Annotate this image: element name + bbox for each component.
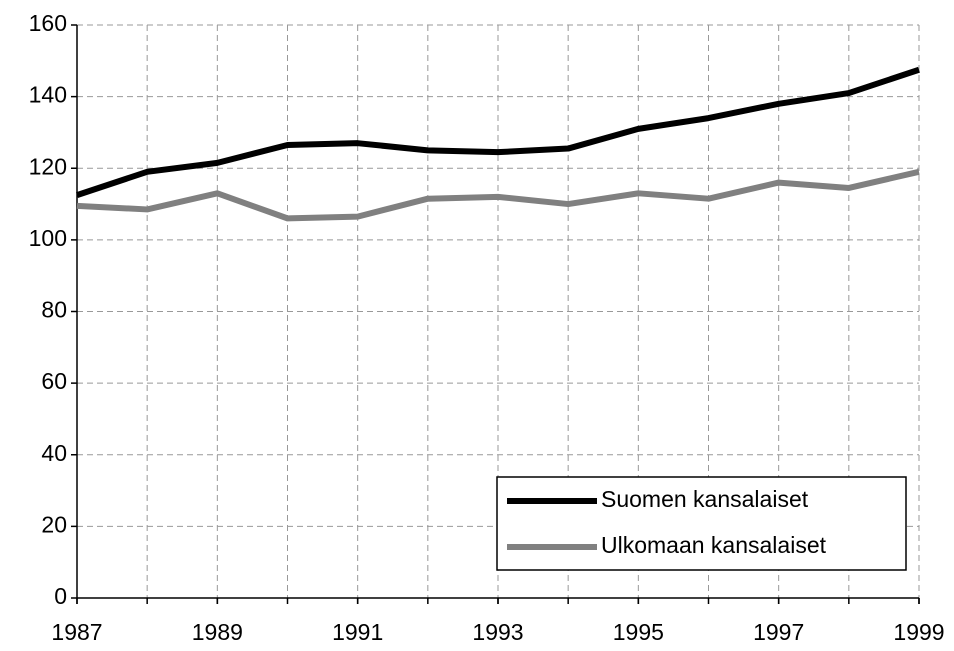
legend-label: Suomen kansalaiset (601, 486, 809, 512)
y-tick-label: 100 (29, 225, 67, 251)
x-tick-label: 1999 (893, 619, 944, 645)
x-tick-label: 1997 (753, 619, 804, 645)
series-line (76, 66, 920, 198)
legend-box (496, 476, 907, 571)
y-tick-label: 140 (29, 82, 67, 108)
x-tick-label: 1987 (51, 619, 102, 645)
y-tick-label: 160 (29, 10, 67, 36)
x-tick-label: 1991 (332, 619, 383, 645)
y-tick-label: 20 (41, 511, 67, 537)
y-tick-label: 120 (29, 153, 67, 179)
series-line (76, 168, 920, 222)
legend-label: Ulkomaan kansalaiset (601, 532, 827, 558)
y-tick-label: 80 (41, 297, 67, 323)
y-tick-label: 60 (41, 368, 67, 394)
x-tick-label: 1989 (192, 619, 243, 645)
x-tick-label: 1993 (472, 619, 523, 645)
x-tick-label: 1995 (613, 619, 664, 645)
y-tick-label: 0 (54, 583, 67, 609)
y-tick-label: 40 (41, 440, 67, 466)
